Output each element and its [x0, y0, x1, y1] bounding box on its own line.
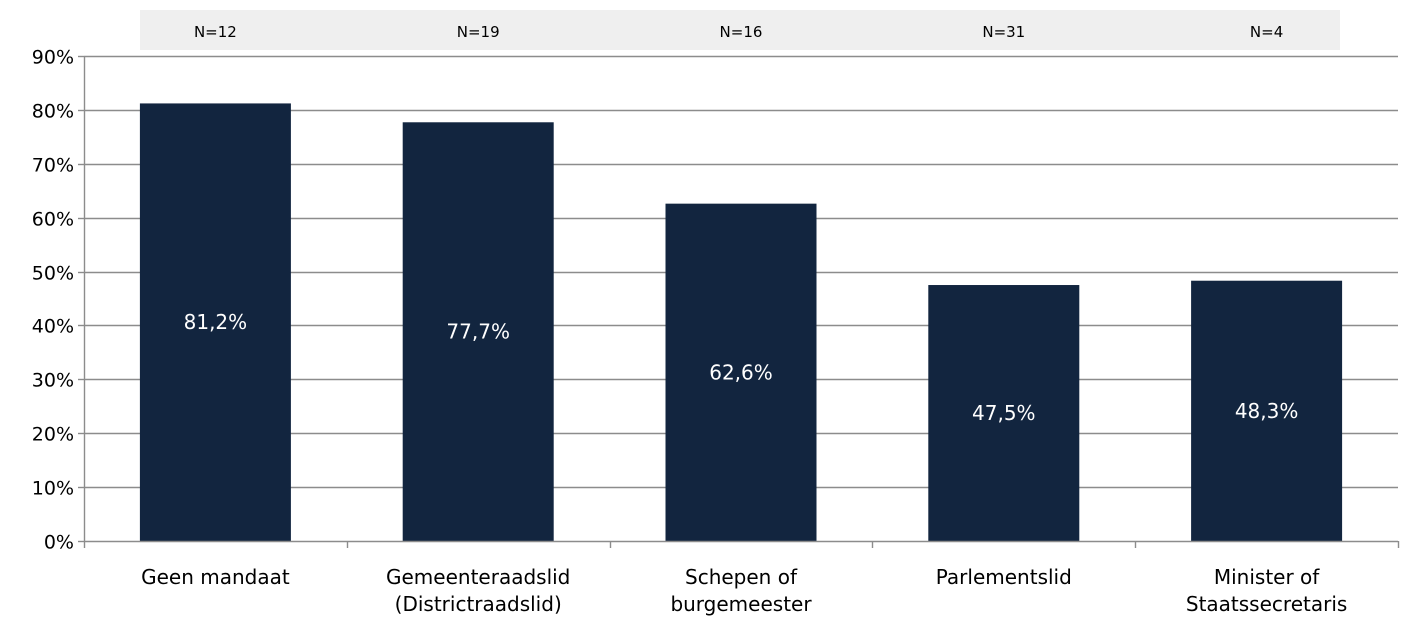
y-tick-label: 90% [32, 47, 74, 69]
data-label: 47,5% [972, 401, 1036, 425]
bar [928, 285, 1080, 541]
x-category-label: Geen mandaat [141, 565, 290, 589]
data-label: 77,7% [446, 320, 510, 344]
data-label: 81,2% [184, 310, 248, 334]
n-count-label: N=31 [982, 23, 1025, 41]
x-category-label: Staatssecretaris [1186, 592, 1347, 616]
x-category-label: burgemeester [670, 592, 812, 616]
labels: 0% 10% 20% 30% 40% 50% 60% 70% 80% 90% 81,2% N=12 Ge… [32, 23, 1348, 616]
y-tick-label: 10% [32, 478, 74, 500]
y-tick-label: 20% [32, 424, 74, 446]
n-count-label: N=4 [1250, 23, 1283, 41]
x-category-label: (Districtraadslid) [395, 592, 562, 616]
bar [665, 203, 817, 541]
y-tick-label: 50% [32, 263, 74, 285]
bar [402, 122, 554, 542]
data-label: 48,3% [1235, 399, 1299, 423]
axes [78, 55, 1400, 548]
y-tick-label: 80% [32, 101, 74, 123]
n-band-layer [140, 10, 1340, 50]
bar [1191, 280, 1343, 541]
bars [139, 103, 1343, 542]
n-count-label: N=16 [720, 23, 763, 41]
y-tick-label: 40% [32, 316, 74, 338]
y-tick-label: 0% [44, 532, 74, 554]
n-count-label: N=19 [457, 23, 500, 41]
y-tick-label: 60% [32, 209, 74, 231]
x-category-label: Schepen of [685, 565, 798, 589]
bar [139, 103, 291, 541]
y-tick-label: 70% [32, 155, 74, 177]
y-tick-label: 30% [32, 370, 74, 392]
x-category-label: Gemeenteraadslid [386, 565, 570, 589]
x-category-label: Parlementslid [936, 565, 1072, 589]
x-category-label: Minister of [1214, 565, 1320, 589]
n-count-label: N=12 [194, 23, 237, 41]
data-label: 62,6% [709, 360, 773, 384]
n-count-band [140, 10, 1340, 50]
